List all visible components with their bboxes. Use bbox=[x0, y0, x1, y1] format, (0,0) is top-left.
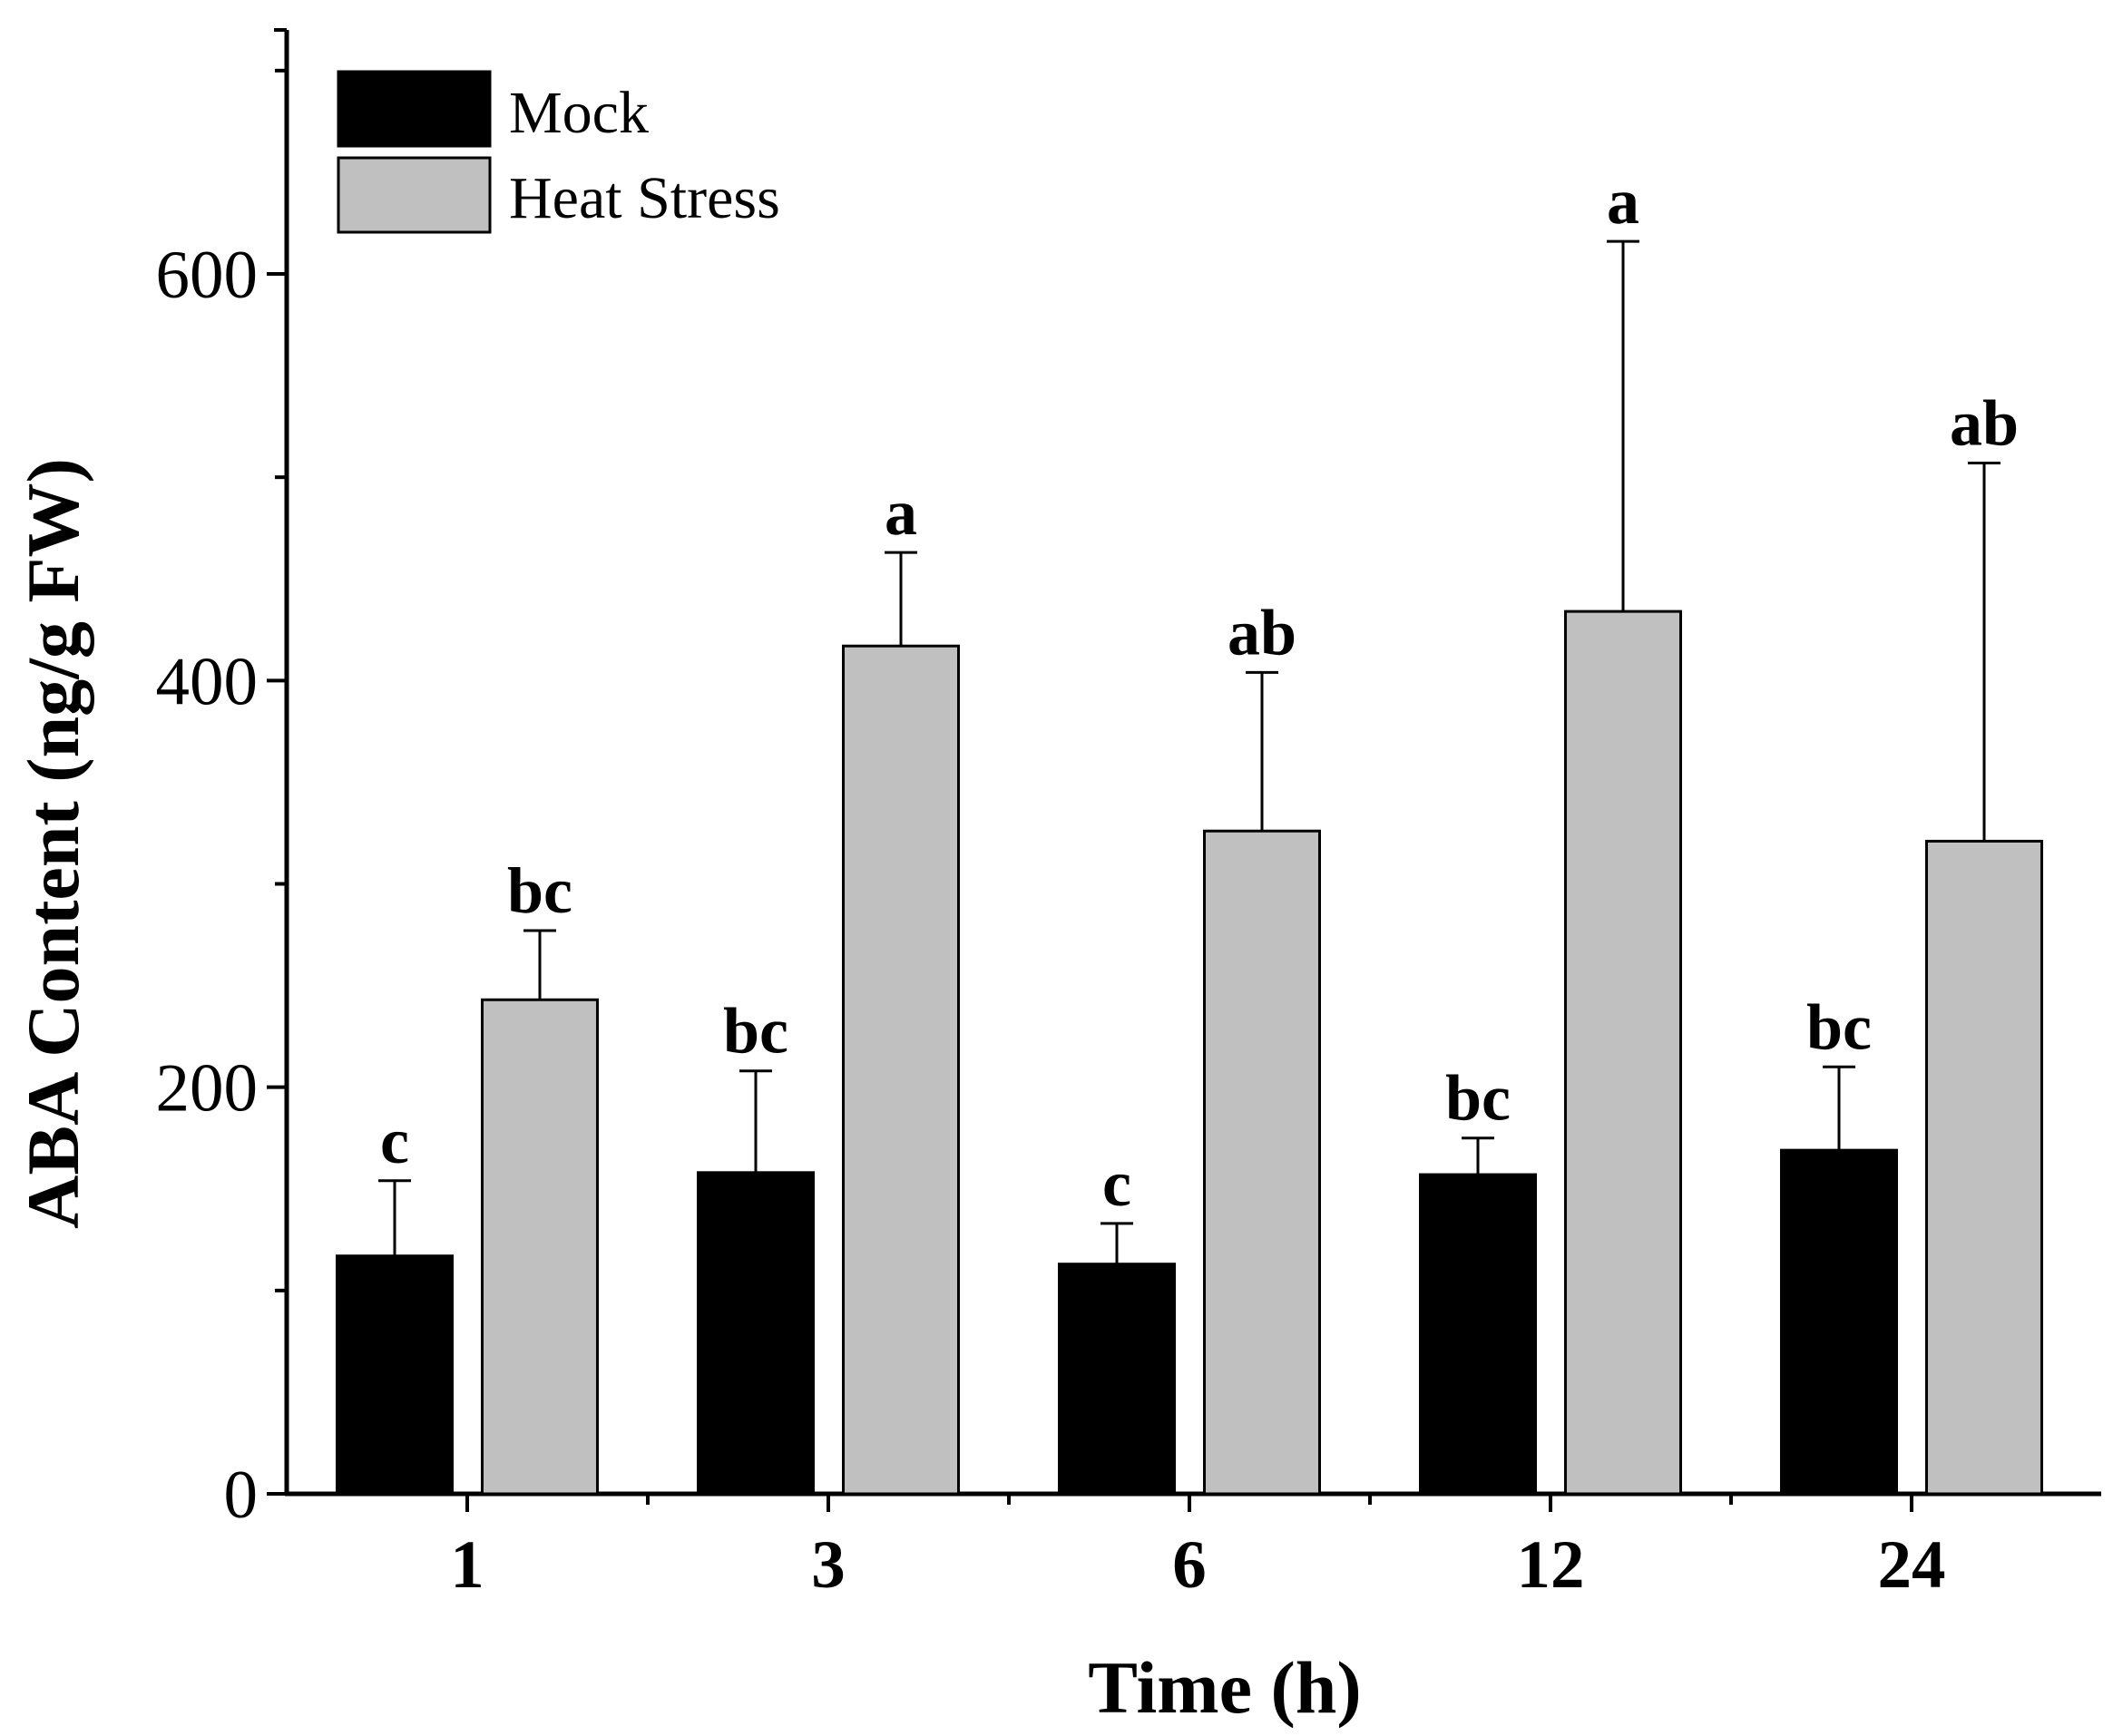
legend: Mock Heat Stress bbox=[337, 70, 780, 234]
y-axis-title: ABA Content (ng/g FW) bbox=[12, 458, 94, 1229]
y-tick-label-200: 200 bbox=[156, 1051, 259, 1126]
bar-mock-1 bbox=[336, 1254, 454, 1496]
significance-label-mock-6: c bbox=[1102, 1147, 1131, 1220]
bars bbox=[336, 610, 2043, 1496]
x-tick-label-24: 24 bbox=[1878, 1527, 1946, 1603]
y-tick-label-0: 0 bbox=[224, 1458, 259, 1533]
bar-heat-stress-1 bbox=[481, 998, 599, 1496]
bar-mock-6 bbox=[1058, 1263, 1176, 1496]
legend-swatch-mock bbox=[337, 70, 492, 148]
x-tick-label-3: 3 bbox=[811, 1527, 846, 1603]
axes: 0 200 400 600 1 3 6 12 24 bbox=[156, 28, 2101, 1603]
legend-label-mock: Mock bbox=[509, 80, 649, 146]
bar-mock-3 bbox=[697, 1171, 815, 1496]
labels: c bc bc a c ab bc a bc ab bbox=[380, 165, 2019, 1220]
bar-mock-24 bbox=[1780, 1148, 1898, 1496]
significance-label-heat-stress-1: bc bbox=[507, 854, 572, 927]
x-tick-label-6: 6 bbox=[1172, 1527, 1207, 1603]
significance-label-mock-1: c bbox=[380, 1105, 409, 1177]
y-tick-label-400: 400 bbox=[156, 644, 259, 719]
significance-label-heat-stress-24: ab bbox=[1950, 386, 2019, 459]
significance-label-heat-stress-3: a bbox=[885, 476, 917, 549]
bar-heat-stress-6 bbox=[1203, 829, 1321, 1496]
significance-label-heat-stress-12: a bbox=[1607, 165, 1639, 238]
bar-heat-stress-12 bbox=[1564, 610, 1682, 1496]
x-tick-label-12: 12 bbox=[1517, 1527, 1585, 1603]
legend-label-heat-stress: Heat Stress bbox=[509, 165, 780, 231]
significance-label-mock-24: bc bbox=[1806, 990, 1872, 1063]
legend-swatch-heat-stress bbox=[337, 156, 492, 234]
significance-label-heat-stress-6: ab bbox=[1228, 596, 1296, 668]
bar-heat-stress-24 bbox=[1925, 839, 2043, 1496]
error-bars bbox=[378, 239, 2001, 1264]
y-tick-label-600: 600 bbox=[156, 238, 259, 313]
x-axis-title: Time (h) bbox=[1088, 1646, 1361, 1729]
bar-heat-stress-3 bbox=[842, 644, 960, 1496]
significance-label-mock-12: bc bbox=[1445, 1062, 1511, 1135]
significance-label-mock-3: bc bbox=[723, 995, 788, 1068]
x-tick-label-1: 1 bbox=[450, 1527, 484, 1603]
bar-mock-12 bbox=[1419, 1173, 1537, 1496]
